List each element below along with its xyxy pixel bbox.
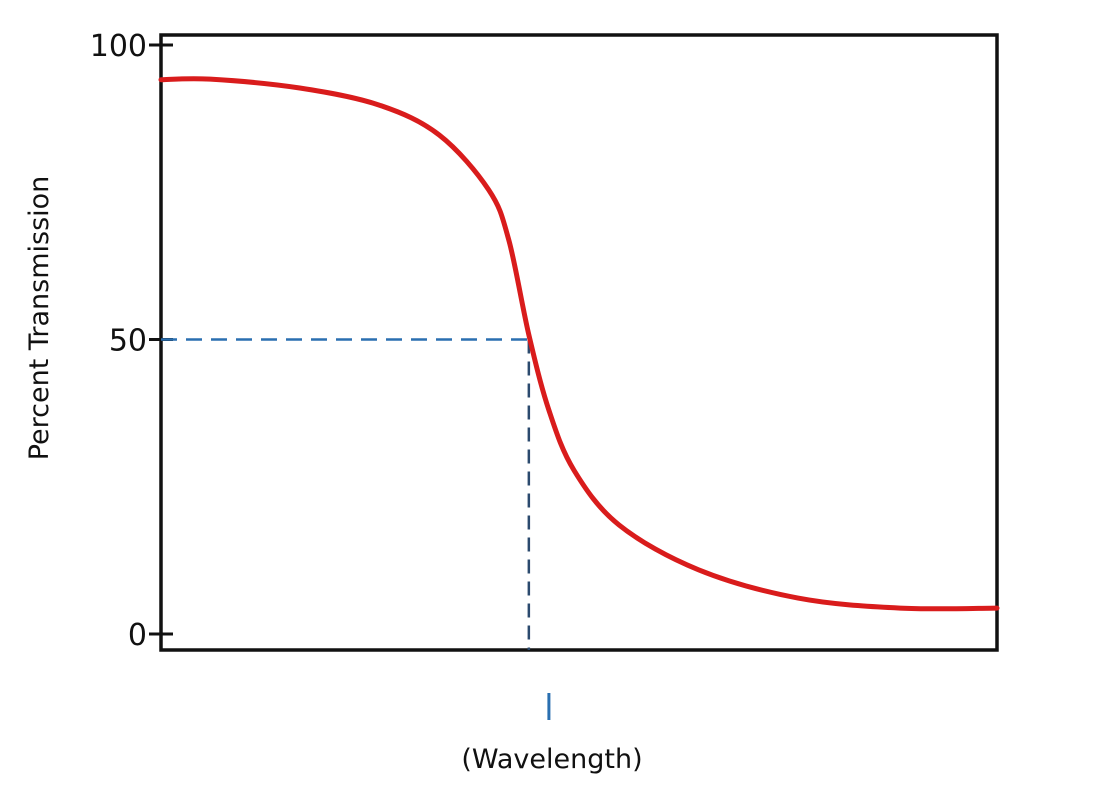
y-tick-label-0: 0: [128, 618, 147, 653]
y-tick-label-100: 100: [90, 29, 147, 64]
transmission-curve: [158, 76, 1000, 612]
x-axis-label: (Wavelength): [461, 744, 642, 775]
y-axis-label: Percent Transmission: [24, 176, 55, 461]
y-tick-label-50: 50: [109, 324, 147, 359]
plot-frame: [159, 33, 999, 652]
